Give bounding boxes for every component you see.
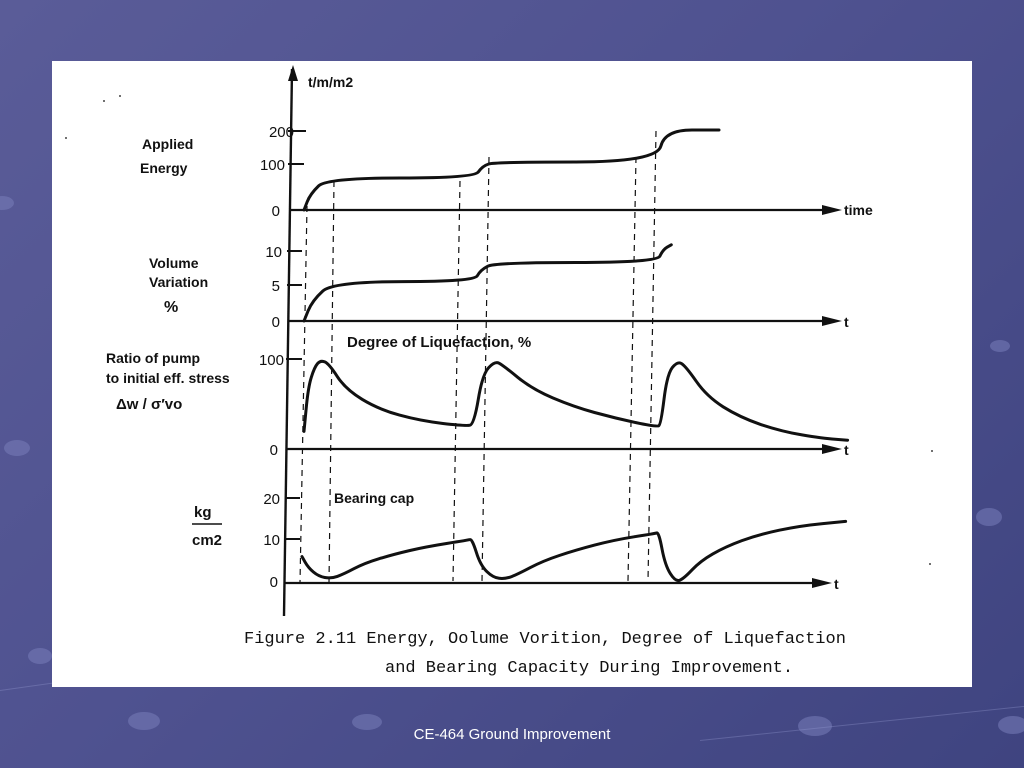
x-label-time: time	[844, 202, 873, 218]
speck	[65, 137, 67, 139]
bearing-title-text: Bearing cap	[334, 490, 414, 506]
x-axis-arrow-bearing	[812, 578, 832, 588]
axes-layer	[65, 65, 933, 617]
y-axis-arrow	[288, 65, 298, 81]
tick-label: 100	[260, 157, 285, 174]
x-axis-arrow-liquefaction	[822, 444, 842, 454]
liquefaction-title: Degree of Liquefaction, %	[347, 334, 531, 351]
x-axis-arrow-volume	[822, 316, 842, 326]
bg-bubble	[990, 340, 1010, 352]
liquefaction-label-line3: Δw / σ′vo	[116, 396, 182, 413]
energy-label-line2: Energy	[140, 160, 188, 176]
bg-bubble	[128, 712, 160, 730]
bg-bubble	[976, 508, 1002, 526]
y-axis-line	[282, 68, 294, 617]
ref-dash-line	[481, 156, 490, 582]
slide-footer: CE-464 Ground Improvement	[413, 726, 611, 743]
volume-label-line1: Volume	[149, 255, 199, 271]
liquefaction-label-line2: to initial eff. stress	[106, 370, 230, 386]
tick-label: 20	[263, 491, 280, 508]
tick-label: 10	[265, 244, 282, 261]
figure-svg: t/m/m2 200 100 0 10 5 0 100 0 20 10 0 ti…	[65, 65, 933, 678]
energy-unit-label: t/m/m2	[308, 74, 353, 90]
bg-bubble	[0, 196, 14, 210]
bearing-capacity-curve	[300, 519, 848, 583]
energy-label-line1: Applied	[142, 136, 193, 152]
figure-panel: t/m/m2 200 100 0 10 5 0 100 0 20 10 0 ti…	[52, 61, 972, 687]
speck	[119, 95, 121, 97]
volume-label-line3: %	[164, 299, 178, 316]
ref-dash-line	[647, 130, 657, 582]
bg-bubble	[352, 714, 382, 730]
ref-dash-line	[328, 180, 335, 584]
speck	[103, 100, 105, 102]
liquefaction-label-line1: Ratio of pump	[106, 350, 200, 366]
text-layer: t/m/m2 200 100 0 10 5 0 100 0 20 10 0 ti…	[106, 74, 873, 678]
tick-label: 5	[272, 278, 280, 295]
tick-label: 10	[263, 532, 280, 549]
volume-label-line2: Variation	[149, 274, 208, 290]
figure-caption-line2: and Bearing Capacity During Improvement.	[385, 659, 793, 678]
x-label-t: t	[834, 576, 839, 592]
tick-label: 200	[269, 124, 294, 141]
curves-layer	[300, 128, 850, 583]
tick-label: 0	[272, 314, 280, 331]
figure-caption-line1: Figure 2.11 Energy, Oolume Vorition, Deg…	[244, 630, 846, 649]
tick-label: 100	[259, 352, 284, 369]
speck	[929, 563, 931, 565]
bearing-unit-denominator: cm2	[192, 532, 222, 549]
bearing-unit-numerator: kg	[194, 504, 212, 521]
bg-bubble	[998, 716, 1024, 734]
x-label-t: t	[844, 314, 849, 330]
applied-energy-curve	[302, 128, 721, 212]
bg-bubble	[4, 440, 30, 456]
tick-label: 0	[270, 574, 278, 591]
x-label-t: t	[844, 442, 849, 458]
bg-bubble	[798, 716, 832, 736]
degree-of-liquefaction-curve	[302, 359, 850, 442]
volume-variation-curve	[302, 243, 673, 323]
tick-label: 0	[272, 203, 280, 220]
x-axis-arrow-energy	[822, 205, 842, 215]
bearing-title: Bearing cap	[334, 490, 414, 506]
speck	[931, 450, 933, 452]
bg-bubble	[28, 648, 52, 664]
ref-dash-line	[452, 180, 461, 582]
ref-dash-line	[299, 205, 308, 584]
tick-label: 0	[270, 442, 278, 459]
ref-dash-line	[627, 156, 637, 582]
